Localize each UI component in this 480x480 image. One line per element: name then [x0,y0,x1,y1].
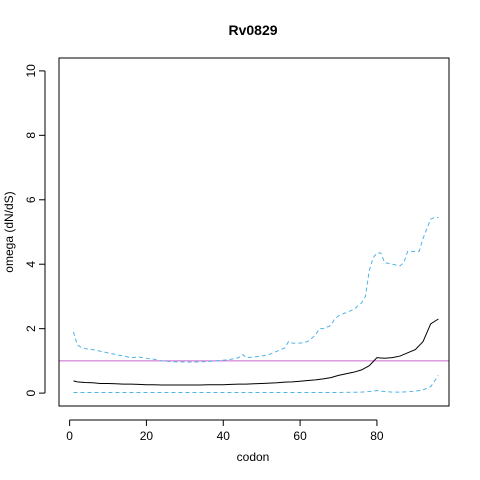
series-line-lower [73,375,439,393]
x-tick-label: 40 [217,429,231,443]
x-tick-label: 60 [293,429,307,443]
plot-content [59,217,449,393]
x-axis: 0 20 40 60 80 [66,419,384,443]
x-tick-label: 0 [66,429,73,443]
series-line-mean [73,318,439,386]
plot-frame [58,57,450,407]
chart-title: Rv0829 [228,22,277,38]
y-tick-label: 2 [24,325,38,332]
y-tick-label: 8 [24,132,38,139]
series-line-upper [72,217,439,363]
x-axis-label: codon [237,450,270,464]
y-tick-label: 4 [24,261,38,268]
x-tick-label: 20 [140,429,154,443]
y-axis-label: omega (dN/dS) [2,191,16,272]
y-tick-label: 0 [24,389,38,396]
y-axis: 0 2 4 6 8 10 [24,64,46,396]
y-tick-label: 6 [24,196,38,203]
y-tick-label: 10 [24,64,38,78]
x-tick-label: 80 [370,429,384,443]
